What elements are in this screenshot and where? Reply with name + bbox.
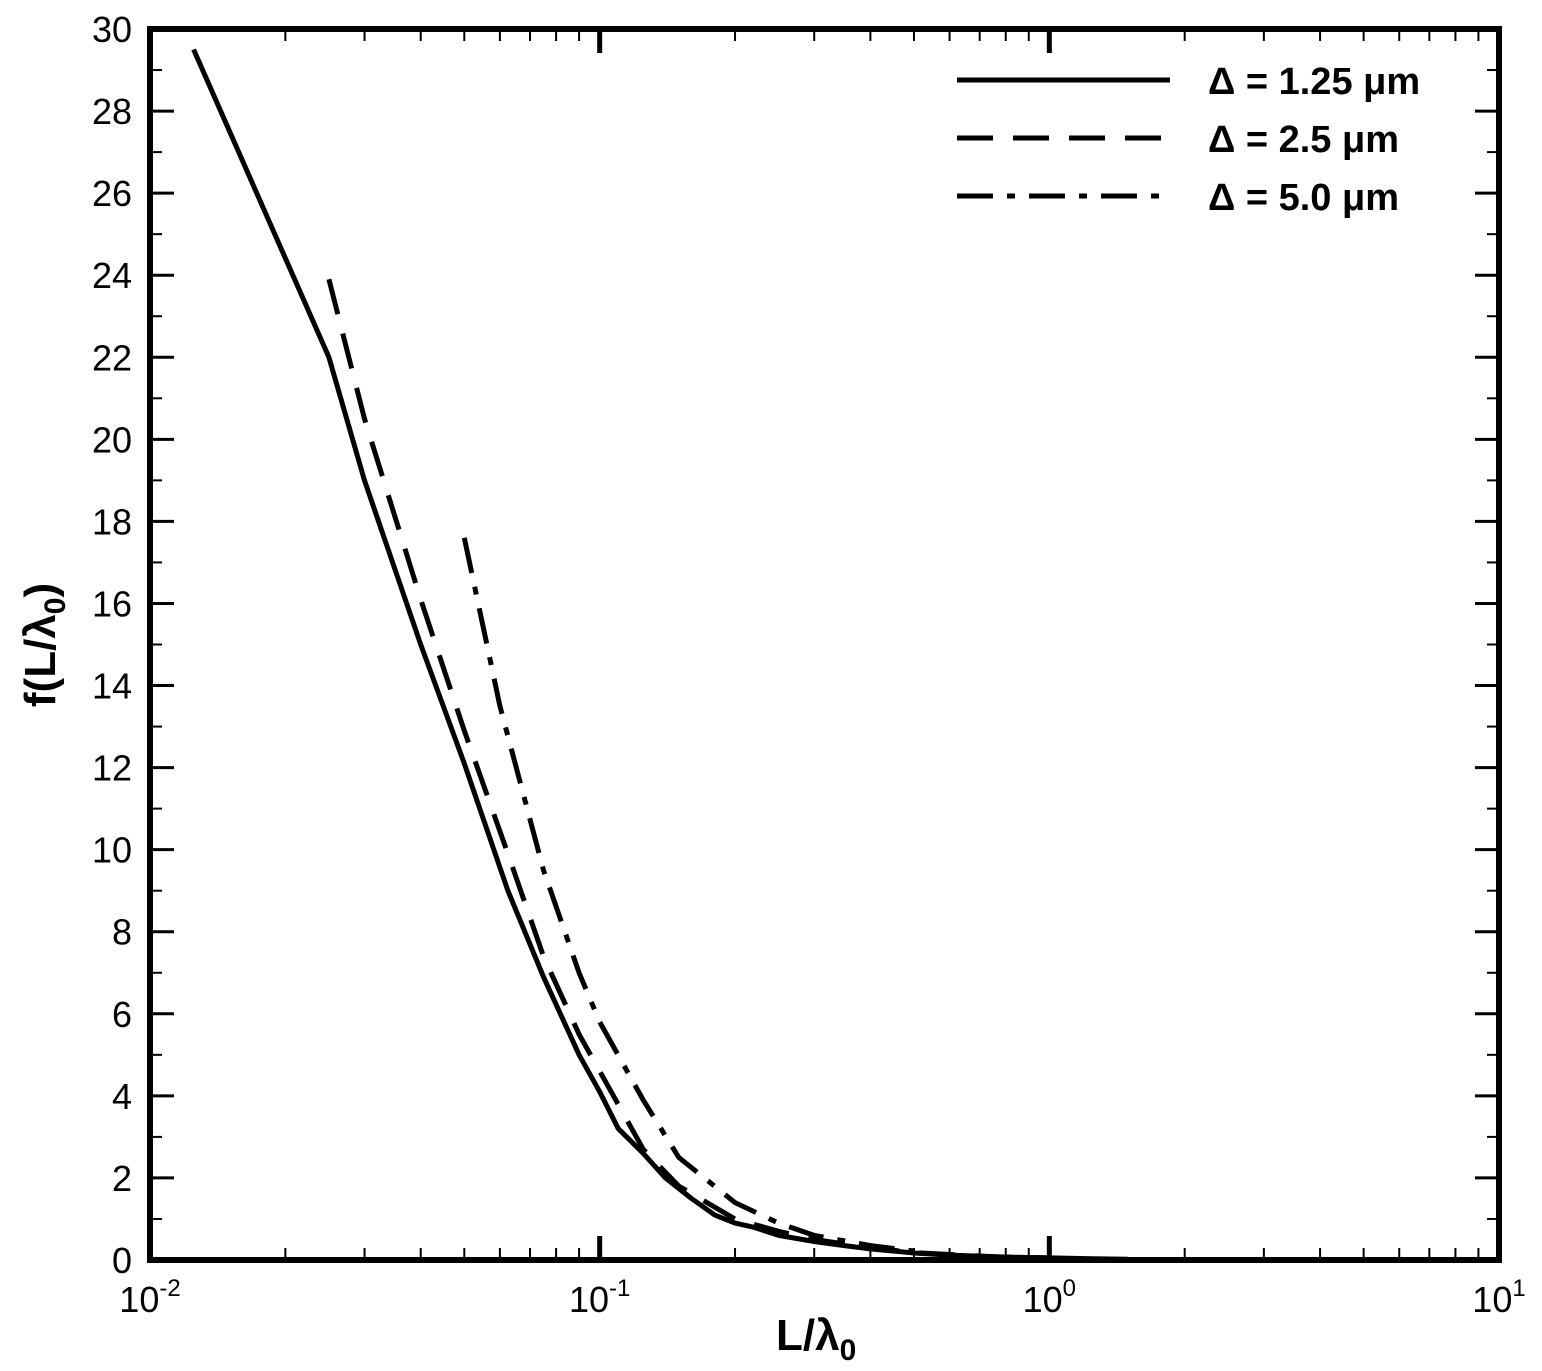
x-tick-label: 10-1: [569, 1275, 630, 1320]
y-tick-label: 0: [112, 1240, 132, 1281]
y-tick-label: 4: [112, 1076, 132, 1117]
x-tick-labels: 10-2 10-1 100 101: [119, 1275, 1525, 1320]
series-line-2: [326, 278, 1050, 1261]
y-tick-label: 10: [92, 830, 132, 871]
y-minor-ticks: [150, 69, 1499, 1220]
x-axis-title: L/λ0: [776, 1311, 856, 1367]
x-tick-base: 10: [1472, 1279, 1512, 1320]
x-tick-label: 10-2: [119, 1275, 180, 1320]
y-tick-label: 18: [92, 501, 132, 542]
y-tick-label: 26: [92, 173, 132, 214]
x-tick-base: 10: [119, 1279, 159, 1320]
y-tick-label: 12: [92, 748, 132, 789]
legend-label-2: Δ = 2.5 μm: [1208, 119, 1399, 161]
y-tick-label: 24: [92, 255, 132, 296]
x-tick-base: 10: [569, 1279, 609, 1320]
x-tick-exponent: 0: [1063, 1275, 1076, 1302]
y-tick-label: 20: [92, 419, 132, 460]
series-line-3: [461, 537, 915, 1254]
x-tick-exponent: 1: [1512, 1275, 1525, 1302]
x-tick-exponent: -2: [159, 1275, 180, 1302]
x-tick-base: 10: [1023, 1279, 1063, 1320]
y-tick-label: 22: [92, 337, 132, 378]
y-tick-label: 6: [112, 994, 132, 1035]
series-lines: [191, 48, 1129, 1262]
y-axis-title: f(L/λ0): [16, 583, 72, 707]
x-tick-exponent: -1: [609, 1275, 630, 1302]
y-tick-label: 16: [92, 583, 132, 624]
y-tick-label: 30: [92, 9, 132, 50]
x-tick-label: 100: [1023, 1275, 1076, 1320]
x-tick-label: 101: [1472, 1275, 1525, 1320]
y-tick-label: 2: [112, 1158, 132, 1199]
legend: Δ = 1.25 μm Δ = 2.5 μm Δ = 5.0 μm: [957, 61, 1420, 219]
legend-label-3: Δ = 5.0 μm: [1208, 177, 1399, 219]
series-line-1: [191, 48, 1129, 1262]
y-tick-label: 8: [112, 912, 132, 953]
y-tick-label: 14: [92, 666, 132, 707]
y-tick-label: 28: [92, 91, 132, 132]
legend-label-1: Δ = 1.25 μm: [1208, 61, 1420, 103]
plot-frame: [147, 26, 1502, 1263]
